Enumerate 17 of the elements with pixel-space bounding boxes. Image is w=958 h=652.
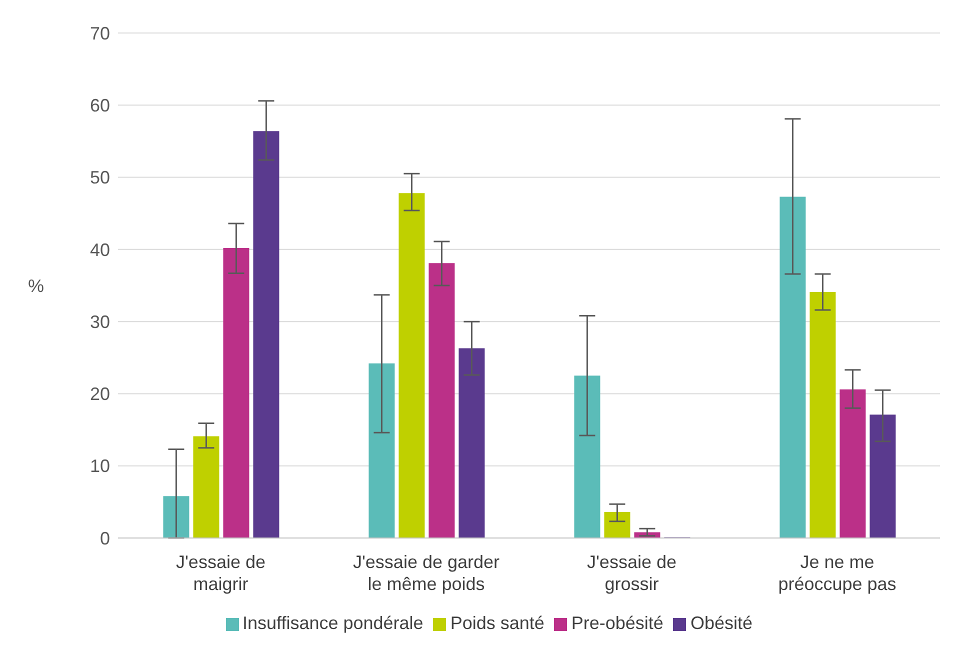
x-tick-label: J'essaie de garder le même poids <box>352 552 500 594</box>
x-tick-label: J'essaie de grossir <box>587 552 676 594</box>
y-tick-label: 0 <box>100 528 110 548</box>
y-tick-label: 10 <box>90 456 110 476</box>
y-tick-label: 70 <box>90 23 110 44</box>
y-tick-label: 60 <box>90 96 110 116</box>
legend-label: Insuffisance pondérale <box>242 613 424 633</box>
x-tick-label: J'essaie de maigrir <box>176 552 266 594</box>
legend-label: Pre-obésité <box>571 613 664 633</box>
y-tick-label: 20 <box>90 384 110 404</box>
y-axis-title: % <box>28 276 44 296</box>
legend-label: Obésité <box>690 613 752 633</box>
y-tick-label: 50 <box>90 168 110 188</box>
legend-label: Poids santé <box>450 613 544 633</box>
x-tick-label: Je ne me préoccupe pas <box>778 552 896 594</box>
y-tick-label: 40 <box>90 240 110 260</box>
y-tick-label: 30 <box>90 312 110 332</box>
